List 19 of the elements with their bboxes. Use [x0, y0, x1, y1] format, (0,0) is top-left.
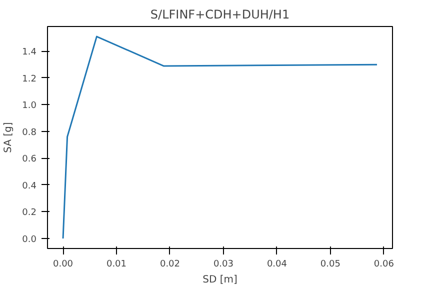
y-tick-label: 1.0	[22, 101, 37, 112]
y-tick-label: 0.4	[22, 181, 37, 192]
x-tick-label: 0.06	[374, 260, 394, 270]
y-tick-label: 0.6	[22, 154, 37, 165]
y-tick-label: 1.4	[22, 48, 37, 58]
x-tick-label: 0.05	[320, 260, 340, 270]
x-tick-label: 0.01	[106, 260, 127, 270]
y-tick-label: 0.8	[22, 128, 37, 138]
x-tick-label: 0.04	[266, 260, 288, 270]
y-tick-label: 0.2	[22, 208, 37, 218]
x-tick-label: 0.00	[52, 260, 74, 270]
y-tick-label: 1.2	[22, 74, 37, 84]
y-tick-label: 0.0	[22, 234, 37, 245]
line-series	[62, 36, 378, 240]
x-tick-label: 0.03	[213, 260, 234, 270]
chart-title: S/LFINF+CDH+DUH/H1	[150, 8, 290, 22]
x-axis-title: SD [m]	[202, 274, 238, 286]
y-axis-title: SA [g]	[3, 122, 14, 153]
x-tick-label: 0.02	[160, 260, 180, 270]
